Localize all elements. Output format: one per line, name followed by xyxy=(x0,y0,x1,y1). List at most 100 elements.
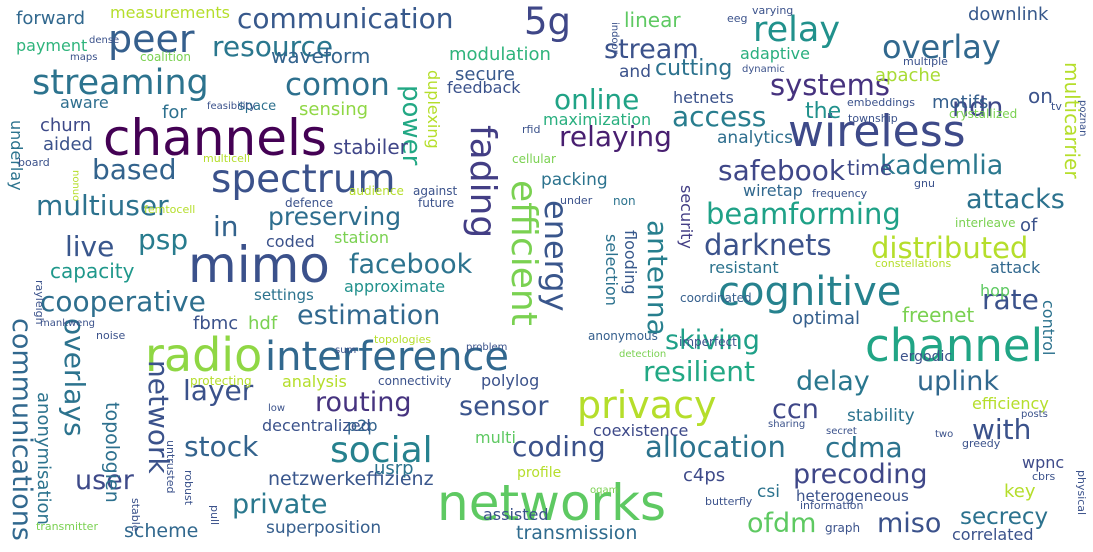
word: interference xyxy=(265,334,510,380)
word: sharing xyxy=(768,419,806,430)
word: dynamic xyxy=(742,64,785,75)
word: rfid xyxy=(522,123,541,136)
word: adaptive xyxy=(740,44,810,63)
word: for xyxy=(162,102,187,123)
word: optimal xyxy=(792,308,861,329)
word: cellular xyxy=(512,152,556,166)
word: ndn xyxy=(952,92,1004,123)
word: poznan xyxy=(1077,100,1088,137)
word: multiuser xyxy=(36,189,169,222)
word: selection xyxy=(602,234,621,306)
word: sum xyxy=(335,345,357,356)
word: greedy xyxy=(962,437,1001,450)
word: preserving xyxy=(268,202,402,231)
word: eeg xyxy=(727,12,748,25)
word: radio xyxy=(145,328,263,382)
word: hop xyxy=(980,281,1011,300)
word: live xyxy=(65,230,115,263)
word: communication xyxy=(237,2,454,35)
word: p2p xyxy=(347,416,378,435)
word: power xyxy=(396,85,426,166)
word: femtocell xyxy=(144,203,196,216)
word: c4ps xyxy=(683,465,726,486)
word: coding xyxy=(512,430,606,463)
word: freenet xyxy=(902,303,975,327)
word: station xyxy=(334,228,390,247)
word: imperfect xyxy=(679,335,737,349)
word: layer xyxy=(183,374,254,407)
word: pull xyxy=(208,505,221,526)
word: with xyxy=(972,413,1032,446)
word: rayleigh xyxy=(33,280,46,325)
word: capacity xyxy=(50,259,135,283)
word: mimo xyxy=(188,236,330,294)
word: butterfly xyxy=(705,495,753,508)
word: modulation xyxy=(449,44,551,65)
word: ccn xyxy=(772,394,819,425)
word: allocation xyxy=(645,430,786,464)
word: social xyxy=(330,430,433,471)
word: oqam xyxy=(590,485,619,496)
word: varying xyxy=(752,4,794,17)
word: anonymous xyxy=(588,329,658,343)
word: approximate xyxy=(344,277,446,296)
word: non xyxy=(613,194,636,208)
word: energy xyxy=(537,200,575,312)
word: privacy xyxy=(577,383,717,427)
word: settings xyxy=(254,286,314,304)
word: precoding xyxy=(793,459,928,490)
word: payment xyxy=(16,36,88,55)
word: decentralized xyxy=(262,416,371,435)
word: time xyxy=(847,156,893,180)
word: physical xyxy=(1075,470,1088,516)
word: 5g xyxy=(524,0,572,43)
word: graph xyxy=(825,521,861,535)
word: motifs xyxy=(932,92,989,113)
word: control xyxy=(1039,300,1058,356)
word: anonymisation xyxy=(33,392,54,525)
word: space xyxy=(238,99,277,114)
word: stock xyxy=(184,430,259,463)
word: measurements xyxy=(110,3,230,22)
word: interleave xyxy=(955,216,1016,230)
word: uplink xyxy=(917,366,1000,397)
word: information xyxy=(800,499,864,512)
word: connectivity xyxy=(378,374,452,388)
word: downlink xyxy=(968,4,1049,25)
word: attack xyxy=(990,258,1041,277)
word: coexistence xyxy=(593,421,689,440)
word: nonuo xyxy=(70,170,81,202)
word: streaming xyxy=(32,63,209,103)
word: feedback xyxy=(447,78,521,97)
word: future xyxy=(418,196,455,210)
word: embeddings xyxy=(847,96,915,109)
word: heterogeneous xyxy=(796,487,909,505)
word: aware xyxy=(60,93,109,112)
word: network xyxy=(142,360,175,474)
word: multicarrier xyxy=(1060,62,1084,179)
word: of xyxy=(1020,215,1038,236)
word: secrecy xyxy=(960,504,1049,530)
word: coalition xyxy=(140,50,191,64)
word: gnu xyxy=(914,177,935,190)
word: aided xyxy=(43,134,93,155)
word: cbrs xyxy=(1032,470,1056,483)
word: stable xyxy=(129,498,142,532)
word: coded xyxy=(266,232,315,251)
word: wireless xyxy=(788,106,966,157)
word: routing xyxy=(315,387,412,418)
word: underlay xyxy=(7,120,26,191)
word: against xyxy=(413,184,458,198)
word: in xyxy=(213,210,239,243)
word: kademlia xyxy=(880,150,1004,181)
word: constellations xyxy=(875,257,952,270)
word: efficient xyxy=(503,180,544,326)
word: delay xyxy=(796,366,870,397)
word: packing xyxy=(541,170,608,190)
word: noise xyxy=(96,329,126,342)
word: wiretap xyxy=(743,181,803,200)
word: flooding xyxy=(621,230,640,295)
word: distributed xyxy=(871,231,1029,265)
word: topologien xyxy=(101,402,123,503)
